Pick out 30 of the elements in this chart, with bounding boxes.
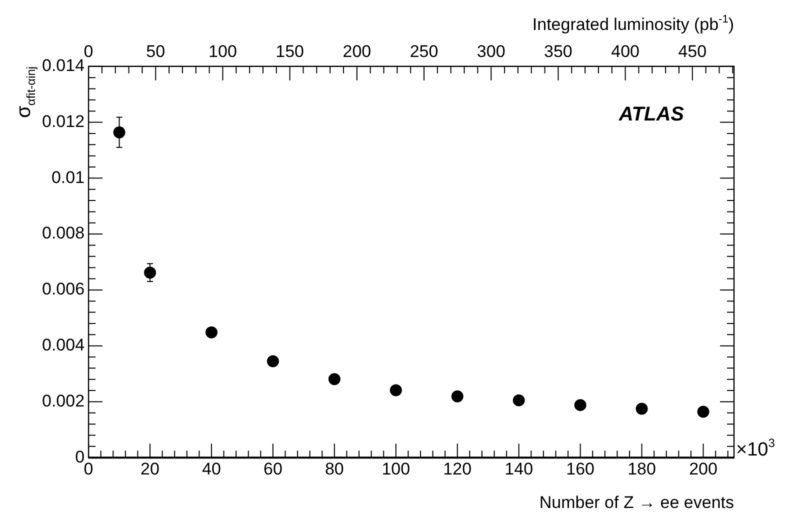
x-tick-label: 180 (628, 459, 656, 478)
y-tick-label: 0.01 (51, 168, 85, 187)
x2-tick-label: 50 (146, 42, 166, 61)
y-tick-label: 0.006 (42, 280, 85, 299)
y-tick-label: 0.014 (42, 56, 85, 76)
x-tick-label: 200 (689, 459, 718, 478)
x2-tick-label: 150 (276, 42, 304, 61)
x-axis-title: Number of Z → ee events (539, 493, 734, 512)
x-tick-label: 60 (263, 459, 282, 478)
annotation: ATLAS (618, 103, 685, 126)
y-tick-label: 0.012 (42, 112, 85, 131)
x2-tick-label: 250 (410, 42, 438, 61)
y-tick-label: 0.002 (42, 391, 85, 410)
y-tick-label: 0 (75, 447, 85, 466)
x2-tick-label: 100 (208, 42, 237, 61)
x2-tick-label: 400 (611, 42, 640, 61)
x2-tick-label: 450 (678, 42, 707, 61)
y-axis-title: σαfit-αinj (13, 66, 38, 118)
y-tick-label: 0.004 (42, 336, 85, 355)
y-tick-label: 0.008 (42, 224, 85, 243)
x-tick-label: 40 (202, 459, 221, 478)
x-tick-label: 160 (566, 459, 595, 478)
x-tick-label: 120 (443, 459, 472, 478)
x-tick-label: 80 (324, 459, 344, 478)
x2-tick-label: 300 (476, 42, 506, 61)
x2-tick-label: 350 (544, 42, 572, 61)
x-tick-label: 100 (382, 459, 410, 478)
x-tick-label: 20 (140, 459, 160, 478)
x2-tick-label: 200 (342, 42, 372, 61)
x-tick-label: 140 (504, 459, 534, 478)
